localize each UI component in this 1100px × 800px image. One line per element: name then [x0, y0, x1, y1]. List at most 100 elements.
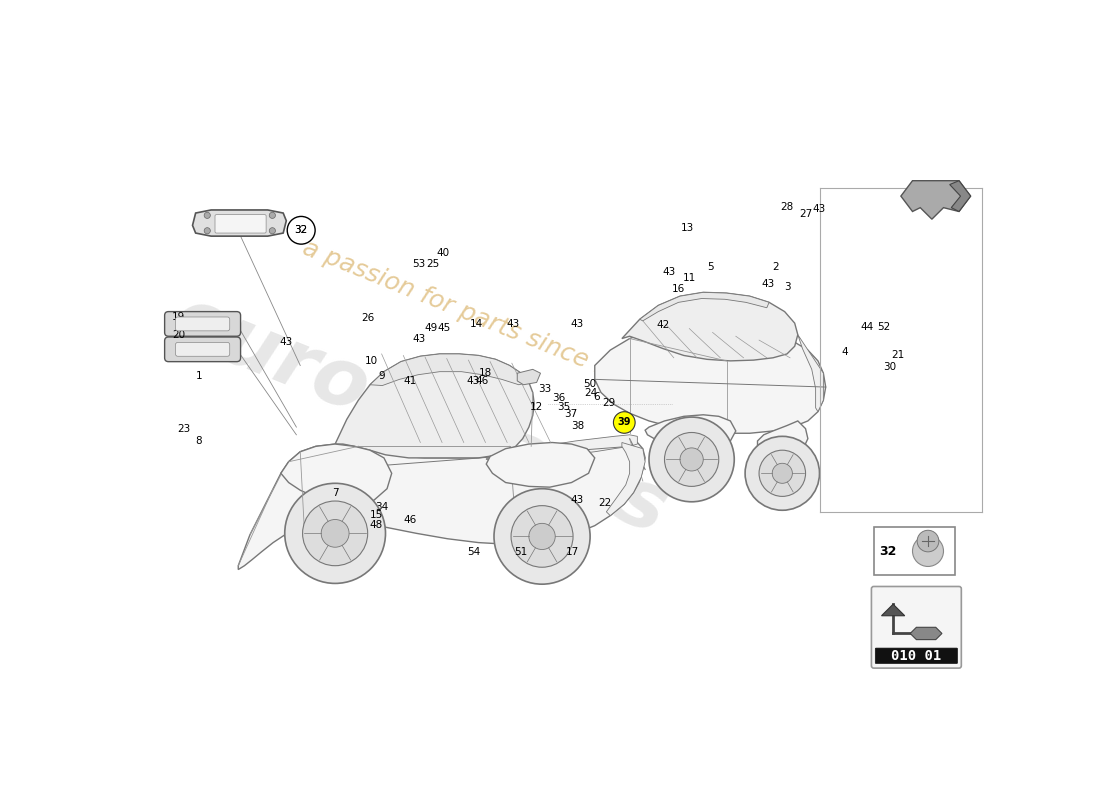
- Text: 43: 43: [813, 204, 826, 214]
- Text: 30: 30: [883, 362, 896, 372]
- FancyBboxPatch shape: [871, 586, 961, 668]
- Circle shape: [205, 212, 210, 218]
- Circle shape: [529, 523, 556, 550]
- Polygon shape: [949, 181, 970, 211]
- Circle shape: [917, 530, 939, 552]
- Text: 27: 27: [800, 210, 813, 219]
- Text: 48: 48: [370, 520, 383, 530]
- Text: 26: 26: [361, 313, 374, 322]
- Text: 43: 43: [663, 267, 676, 277]
- Text: euromparts: euromparts: [160, 281, 679, 551]
- Circle shape: [614, 412, 635, 434]
- Text: 42: 42: [656, 320, 669, 330]
- Circle shape: [205, 228, 210, 234]
- Text: 43: 43: [466, 375, 480, 386]
- Circle shape: [494, 489, 590, 584]
- Text: 43: 43: [412, 334, 426, 344]
- Text: 17: 17: [565, 547, 579, 557]
- Circle shape: [285, 483, 385, 583]
- Text: 45: 45: [438, 322, 451, 333]
- Polygon shape: [640, 292, 769, 321]
- Text: 49: 49: [425, 322, 438, 333]
- Circle shape: [913, 536, 944, 566]
- Text: 1: 1: [196, 371, 202, 382]
- Text: 12: 12: [530, 402, 543, 412]
- Text: 32: 32: [879, 545, 896, 558]
- Text: 43: 43: [279, 338, 293, 347]
- Circle shape: [270, 228, 275, 234]
- Circle shape: [680, 448, 703, 471]
- Text: 10: 10: [364, 356, 377, 366]
- Polygon shape: [595, 323, 826, 434]
- FancyBboxPatch shape: [876, 648, 957, 663]
- Text: 53: 53: [412, 258, 426, 269]
- Text: 8: 8: [196, 436, 202, 446]
- Circle shape: [772, 463, 792, 483]
- Circle shape: [649, 417, 735, 502]
- Circle shape: [270, 212, 275, 218]
- Circle shape: [745, 436, 820, 510]
- Text: 33: 33: [538, 384, 551, 394]
- Polygon shape: [370, 354, 529, 386]
- Polygon shape: [336, 354, 535, 458]
- Text: 23: 23: [177, 424, 190, 434]
- Polygon shape: [901, 181, 970, 219]
- Text: 39: 39: [617, 418, 631, 427]
- Polygon shape: [517, 370, 540, 385]
- Text: 15: 15: [370, 510, 383, 520]
- Text: 31: 31: [235, 218, 249, 227]
- Text: 51: 51: [515, 547, 528, 557]
- Text: 16: 16: [671, 284, 684, 294]
- Text: 46: 46: [475, 375, 488, 386]
- Text: 37: 37: [564, 410, 578, 419]
- Text: 4: 4: [842, 346, 848, 357]
- Text: 44: 44: [860, 322, 873, 332]
- Text: 40: 40: [436, 248, 449, 258]
- Text: 20: 20: [172, 330, 185, 340]
- Polygon shape: [645, 414, 736, 448]
- Polygon shape: [486, 435, 637, 459]
- Text: 6: 6: [594, 392, 601, 402]
- Text: 22: 22: [598, 498, 612, 507]
- Text: 29: 29: [603, 398, 616, 408]
- Polygon shape: [621, 292, 797, 361]
- Text: 21: 21: [891, 350, 904, 360]
- Polygon shape: [486, 442, 595, 487]
- Polygon shape: [798, 334, 824, 412]
- Circle shape: [512, 506, 573, 567]
- Text: 43: 43: [571, 319, 584, 329]
- Text: 32: 32: [295, 226, 308, 235]
- Polygon shape: [606, 442, 645, 516]
- Text: a passion for parts since 1985: a passion for parts since 1985: [299, 236, 658, 400]
- Polygon shape: [881, 604, 904, 616]
- Polygon shape: [239, 438, 645, 570]
- Text: 52: 52: [878, 322, 891, 332]
- Text: 43: 43: [761, 279, 776, 290]
- Text: 54: 54: [466, 547, 480, 557]
- FancyBboxPatch shape: [176, 342, 230, 356]
- Text: 43: 43: [506, 319, 519, 329]
- Text: 3: 3: [784, 282, 791, 292]
- Text: 28: 28: [781, 202, 794, 212]
- Text: 32: 32: [295, 226, 308, 235]
- FancyBboxPatch shape: [165, 312, 241, 336]
- Text: 7: 7: [332, 488, 339, 498]
- Text: 25: 25: [426, 258, 439, 269]
- Polygon shape: [280, 444, 392, 504]
- Text: 24: 24: [584, 388, 597, 398]
- Text: 14: 14: [470, 319, 483, 329]
- Text: 9: 9: [378, 371, 385, 382]
- Polygon shape: [758, 421, 807, 460]
- Text: 5: 5: [707, 262, 714, 272]
- FancyBboxPatch shape: [165, 337, 241, 362]
- Text: 010 01: 010 01: [891, 649, 942, 662]
- Text: 35: 35: [557, 402, 571, 412]
- FancyBboxPatch shape: [873, 527, 955, 575]
- FancyBboxPatch shape: [214, 214, 266, 233]
- Text: 11: 11: [683, 273, 696, 282]
- Circle shape: [302, 501, 367, 566]
- Polygon shape: [910, 627, 942, 640]
- Text: 46: 46: [404, 515, 417, 525]
- Text: 38: 38: [571, 421, 584, 430]
- Circle shape: [321, 519, 349, 547]
